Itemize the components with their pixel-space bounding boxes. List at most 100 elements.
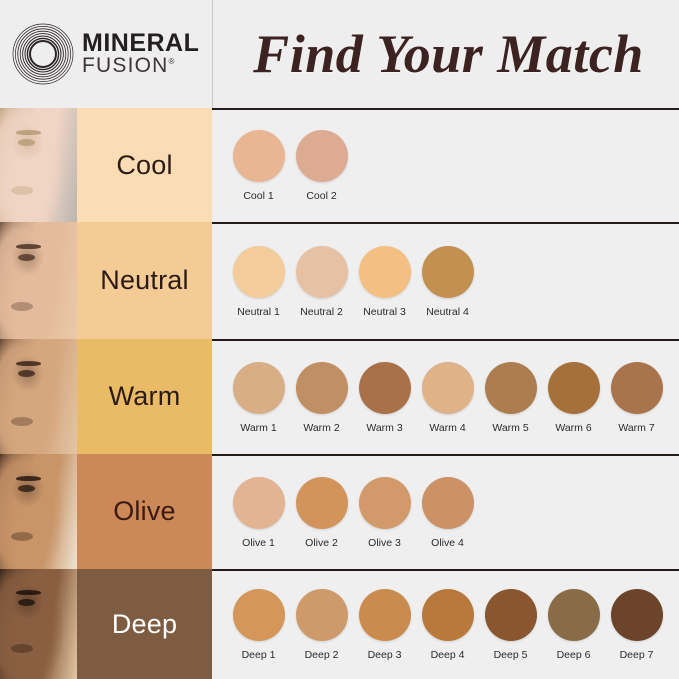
swatch-label: Warm 1 [240, 421, 277, 434]
swatch-item[interactable]: Deep 3 [353, 589, 416, 661]
shade-row-neutral: Neutral Neutral 1 Neutral 2 Neutral 3 Neutra… [0, 222, 679, 339]
swatch-color-circle[interactable] [610, 361, 663, 414]
swatch-item[interactable]: Olive 1 [227, 476, 290, 549]
swatch-item[interactable]: Warm 3 [353, 361, 416, 434]
brand-name-line2-text: FUSION [82, 54, 169, 78]
swatch-label: Warm 2 [303, 421, 340, 434]
swatch-item[interactable]: Deep 4 [416, 589, 479, 661]
swatch-panel-deep: Deep 1 Deep 2 Deep 3 Deep 4 Deep 5 Deep 6 Deep… [212, 569, 679, 679]
swatch-item[interactable]: Neutral 1 [227, 245, 290, 318]
swatch-color-circle[interactable] [295, 245, 348, 298]
swatch-item[interactable]: Neutral 3 [353, 245, 416, 318]
swatch-color-circle[interactable] [421, 245, 474, 298]
header: MINERAL FUSION® Find Your Match [0, 0, 679, 108]
shade-rows: Cool Cool 1 Cool 2 Neutral Neutral 1 Neutral … [0, 108, 679, 679]
portrait-eye-detail [18, 370, 36, 378]
shade-family-name: Olive [113, 496, 176, 526]
swatch-color-circle[interactable] [295, 476, 348, 529]
swatch-color-circle[interactable] [484, 361, 537, 414]
model-portrait-neutral [0, 222, 77, 339]
brand-wordmark: MINERAL FUSION® [82, 31, 199, 78]
portrait-image [0, 339, 77, 454]
shade-row-olive: Olive Olive 1 Olive 2 Olive 3 Olive 4 [0, 454, 679, 569]
model-portrait-olive [0, 454, 77, 569]
swatch-label: Deep 3 [367, 649, 402, 661]
swatch-label: Olive 3 [368, 536, 401, 549]
swatch-color-circle[interactable] [295, 130, 348, 182]
shade-row-warm: Warm Warm 1 Warm 2 Warm 3 Warm 4 Warm 5 Warm 6… [0, 339, 679, 454]
swatch-color-circle[interactable] [295, 361, 348, 414]
swatch-item[interactable]: Olive 3 [353, 476, 416, 549]
shade-row-cool: Cool Cool 1 Cool 2 [0, 108, 679, 222]
swatch-color-circle[interactable] [421, 361, 474, 414]
swatch-item[interactable]: Olive 2 [290, 476, 353, 549]
swatch-color-circle[interactable] [232, 361, 285, 414]
swatch-label: Warm 5 [492, 421, 529, 434]
swatch-label: Deep 7 [619, 649, 654, 661]
swatch-item[interactable]: Warm 7 [605, 361, 668, 434]
swatch-item[interactable]: Olive 4 [416, 476, 479, 549]
shade-row-deep: Deep Deep 1 Deep 2 Deep 3 Deep 4 Deep 5 Deep 6… [0, 569, 679, 679]
swatch-item[interactable]: Deep 2 [290, 589, 353, 661]
swatch-color-circle[interactable] [358, 361, 411, 414]
swatch-label: Deep 1 [241, 649, 276, 661]
shade-family-label-cool: Cool [77, 108, 212, 222]
swatch-color-circle[interactable] [484, 589, 537, 641]
swatch-color-circle[interactable] [358, 476, 411, 529]
portrait-eye-detail [18, 485, 36, 493]
swatch-color-circle[interactable] [232, 476, 285, 529]
registered-trademark-icon: ® [168, 57, 175, 67]
swatch-color-circle[interactable] [610, 589, 663, 641]
portrait-image [0, 108, 77, 222]
swatch-color-circle[interactable] [232, 589, 285, 641]
swatch-item[interactable]: Neutral 2 [290, 245, 353, 318]
swatch-color-circle[interactable] [358, 245, 411, 298]
swatch-item[interactable]: Warm 2 [290, 361, 353, 434]
portrait-brow-detail [16, 589, 42, 595]
swatch-label: Deep 2 [304, 649, 339, 661]
swatch-item[interactable]: Warm 1 [227, 361, 290, 434]
swatch-color-circle[interactable] [232, 245, 285, 298]
model-portrait-cool [0, 108, 77, 222]
swatch-label: Warm 4 [429, 421, 466, 434]
brand-logo: MINERAL FUSION® [0, 0, 212, 108]
shade-family-label-warm: Warm [77, 339, 212, 454]
swatch-item[interactable]: Warm 4 [416, 361, 479, 434]
swatch-item[interactable]: Warm 6 [542, 361, 605, 434]
model-portrait-deep [0, 569, 77, 679]
swatch-color-circle[interactable] [547, 589, 600, 641]
page-title-container: Find Your Match [212, 0, 679, 108]
swatch-item[interactable]: Cool 2 [290, 130, 353, 202]
swatch-item[interactable]: Warm 5 [479, 361, 542, 434]
swatch-item[interactable]: Deep 5 [479, 589, 542, 661]
swatch-label: Neutral 3 [363, 305, 406, 318]
shade-family-name: Cool [116, 149, 173, 180]
page-title: Find Your Match [253, 24, 644, 84]
swatch-label: Olive 2 [305, 536, 338, 549]
swatch-item[interactable]: Deep 6 [542, 589, 605, 661]
swatch-label: Warm 7 [618, 421, 655, 434]
portrait-eye-detail [18, 138, 36, 146]
swatch-panel-cool: Cool 1 Cool 2 [212, 108, 679, 222]
swatch-label: Deep 6 [556, 649, 591, 661]
swatch-color-circle[interactable] [421, 589, 474, 641]
portrait-image [0, 569, 77, 679]
swatch-color-circle[interactable] [295, 589, 348, 641]
swatch-color-circle[interactable] [421, 476, 474, 529]
swatch-item[interactable]: Cool 1 [227, 130, 290, 202]
portrait-lip-detail [10, 532, 33, 542]
swatch-label: Neutral 1 [237, 305, 280, 318]
swatch-color-circle[interactable] [232, 130, 285, 182]
portrait-eye-detail [18, 253, 36, 261]
swatch-color-circle[interactable] [547, 361, 600, 414]
swatch-label: Olive 4 [431, 536, 464, 549]
swatch-item[interactable]: Deep 1 [227, 589, 290, 661]
swatch-item[interactable]: Neutral 4 [416, 245, 479, 318]
swatch-item[interactable]: Deep 7 [605, 589, 668, 661]
portrait-lip-detail [10, 301, 33, 311]
swatch-color-circle[interactable] [358, 589, 411, 641]
swatch-label: Warm 6 [555, 421, 592, 434]
portrait-brow-detail [16, 129, 42, 135]
header-vertical-divider [212, 0, 213, 108]
